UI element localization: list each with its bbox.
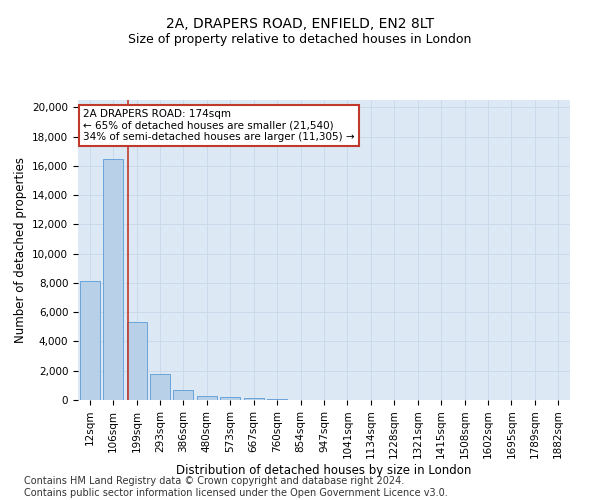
Bar [244, 398, 263, 400]
Bar [220, 397, 240, 400]
Text: 2A, DRAPERS ROAD, ENFIELD, EN2 8LT: 2A, DRAPERS ROAD, ENFIELD, EN2 8LT [166, 18, 434, 32]
Bar [197, 396, 217, 400]
Bar [127, 322, 146, 400]
Bar [267, 398, 287, 400]
Text: 2A DRAPERS ROAD: 174sqm
← 65% of detached houses are smaller (21,540)
34% of sem: 2A DRAPERS ROAD: 174sqm ← 65% of detache… [83, 109, 355, 142]
Text: Size of property relative to detached houses in London: Size of property relative to detached ho… [128, 32, 472, 46]
Text: Contains HM Land Registry data © Crown copyright and database right 2024.
Contai: Contains HM Land Registry data © Crown c… [24, 476, 448, 498]
Bar [103, 158, 123, 400]
Bar [80, 282, 100, 400]
Bar [173, 390, 193, 400]
Bar [150, 374, 170, 400]
X-axis label: Distribution of detached houses by size in London: Distribution of detached houses by size … [176, 464, 472, 477]
Y-axis label: Number of detached properties: Number of detached properties [14, 157, 26, 343]
